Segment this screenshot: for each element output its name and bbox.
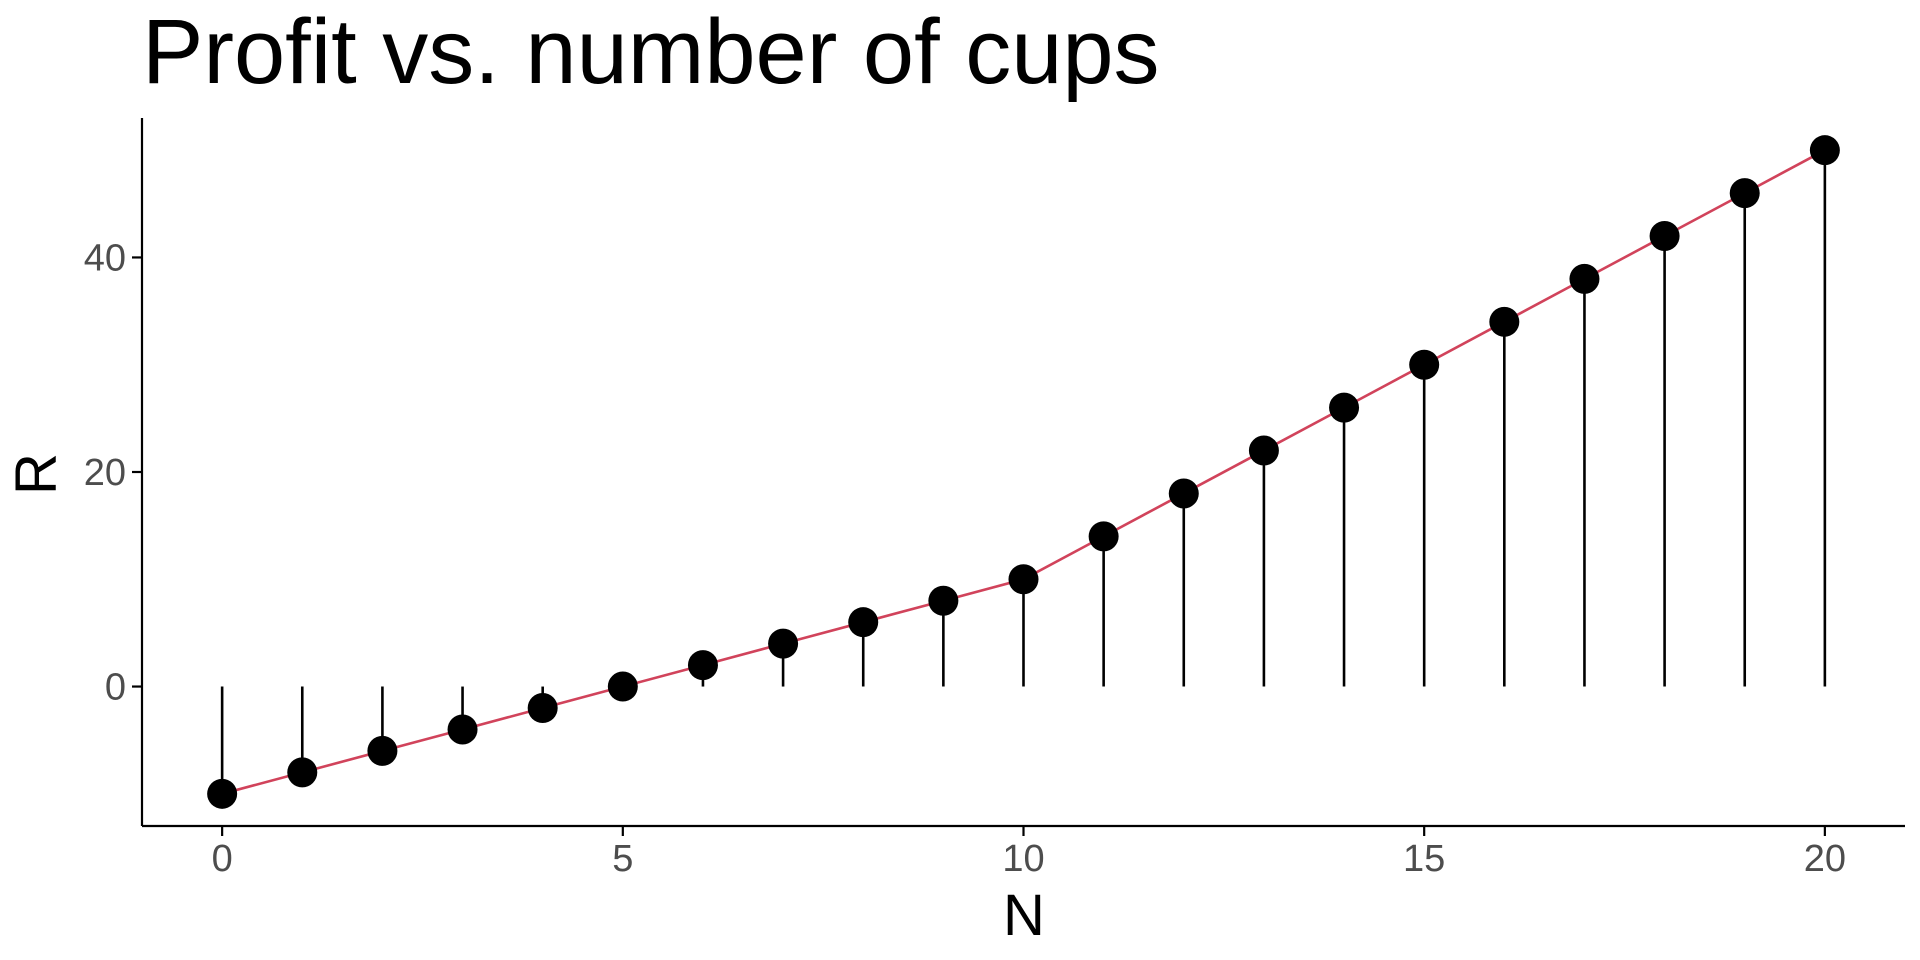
data-point: [1809, 135, 1840, 166]
data-point: [1168, 478, 1199, 509]
data-point: [287, 757, 318, 788]
x-tick-label: 20: [1804, 838, 1846, 880]
data-point: [447, 714, 478, 745]
data-point: [1729, 178, 1760, 209]
x-tick-label: 0: [212, 838, 233, 880]
data-point: [1329, 392, 1360, 423]
data-point: [607, 671, 638, 702]
data-point: [1248, 435, 1279, 466]
data-point: [1008, 564, 1039, 595]
data-point: [848, 607, 879, 638]
y-axis-label: R: [3, 453, 69, 495]
x-tick-label: 5: [612, 838, 633, 880]
x-axis-label: N: [1003, 883, 1045, 948]
chart-title: Profit vs. number of cups: [142, 1, 1160, 103]
data-point: [768, 628, 799, 659]
x-tick-label: 15: [1403, 838, 1445, 880]
data-point: [1088, 521, 1119, 552]
y-tick-label: 20: [84, 452, 126, 494]
y-tick-label: 0: [105, 667, 126, 709]
data-point: [527, 693, 558, 723]
data-point: [1569, 263, 1600, 294]
y-tick-label: 40: [84, 237, 126, 279]
data-point: [1649, 221, 1680, 251]
data-point: [1409, 349, 1440, 380]
data-point: [367, 735, 398, 766]
data-point: [1489, 306, 1520, 337]
data-point: [928, 585, 959, 616]
x-tick-label: 10: [1002, 838, 1044, 880]
data-point: [207, 778, 238, 809]
data-point: [687, 650, 718, 681]
